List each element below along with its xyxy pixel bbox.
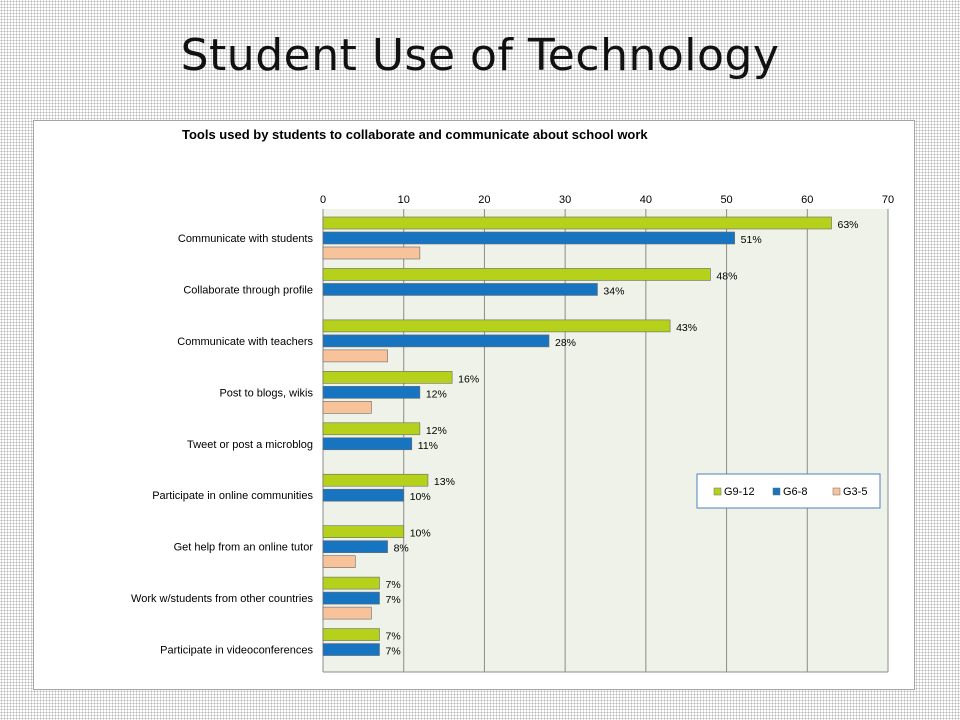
x-tick-label: 10: [398, 194, 410, 206]
data-label: 7%: [386, 631, 401, 643]
bar-g9-12: [322, 216, 832, 230]
x-tick-label: 30: [559, 194, 571, 206]
x-tick-label: 40: [640, 194, 652, 206]
bar-g9-12: [322, 371, 453, 384]
data-label: 34%: [603, 285, 624, 297]
data-label: 7%: [386, 646, 401, 658]
slide-title: Student Use of Technology: [180, 30, 780, 81]
bar-g6-8: [322, 591, 380, 605]
x-tick-label: 0: [320, 194, 326, 206]
category-label: Communicate with teachers: [177, 336, 313, 348]
x-tick-label: 50: [720, 194, 732, 206]
data-label: 48%: [716, 270, 737, 282]
bar-g6-8: [322, 437, 413, 451]
category-label: Post to blogs, wikis: [219, 387, 313, 399]
bar-g3-5: [322, 401, 372, 414]
bar-g3-5: [322, 555, 356, 568]
bar-g9-12: [322, 422, 421, 436]
bar-g3-5: [322, 349, 388, 363]
bar-g9-12: [322, 576, 380, 590]
data-label: 8%: [394, 543, 409, 555]
data-label: 7%: [386, 594, 401, 606]
data-label: 13%: [434, 476, 455, 488]
category-label: Tweet or post a microblog: [187, 439, 313, 451]
bar-g9-12: [322, 525, 405, 538]
bar-g6-8: [322, 283, 598, 296]
category-label: Get help from an online tutor: [174, 542, 314, 554]
legend-label-g9-12: G9-12: [724, 486, 755, 498]
bar-g6-8: [322, 231, 735, 245]
data-label: 10%: [410, 491, 431, 503]
data-label: 12%: [426, 425, 447, 437]
bar-g9-12: [322, 628, 380, 641]
data-label: 7%: [386, 579, 401, 591]
legend-swatch-g6-8: [772, 487, 781, 496]
bar-g6-8: [322, 643, 380, 656]
category-label: Participate in videoconferences: [160, 645, 313, 657]
data-label: 16%: [458, 373, 479, 385]
legend-label-g3-5: G3-5: [843, 486, 867, 498]
data-label: 63%: [838, 219, 859, 231]
x-tick-label: 60: [801, 194, 813, 206]
data-label: 11%: [418, 440, 438, 452]
data-label: 12%: [426, 388, 447, 400]
chart-frame: Tools used by students to collaborate an…: [33, 120, 915, 690]
category-label: Participate in online communities: [152, 490, 313, 502]
data-label: 51%: [741, 234, 762, 246]
bar-g6-8: [322, 334, 550, 348]
category-label: Work w/students from other countries: [131, 593, 313, 605]
x-tick-label: 20: [478, 194, 490, 206]
bar-g9-12: [322, 268, 711, 281]
bar-g3-5: [322, 606, 372, 620]
legend-swatch-g9-12: [713, 487, 722, 496]
bar-g9-12: [322, 319, 671, 333]
bar-g6-8: [322, 488, 405, 502]
x-tick-label: 70: [882, 194, 894, 206]
legend-box: [696, 473, 881, 509]
bar-g6-8: [322, 386, 421, 399]
data-label: 28%: [555, 337, 576, 349]
data-label: 10%: [410, 528, 431, 540]
data-label: 43%: [676, 322, 697, 334]
chart: Tools used by students to collaborate an…: [131, 127, 894, 673]
bar-g9-12: [322, 473, 429, 487]
category-label: Collaborate through profile: [183, 284, 313, 296]
bar-g3-5: [322, 246, 421, 260]
chart-title: Tools used by students to collaborate an…: [182, 127, 648, 142]
bar-g6-8: [322, 540, 388, 553]
legend-swatch-g3-5: [832, 487, 841, 496]
category-label: Communicate with students: [178, 233, 314, 245]
legend-label-g6-8: G6-8: [783, 486, 807, 498]
